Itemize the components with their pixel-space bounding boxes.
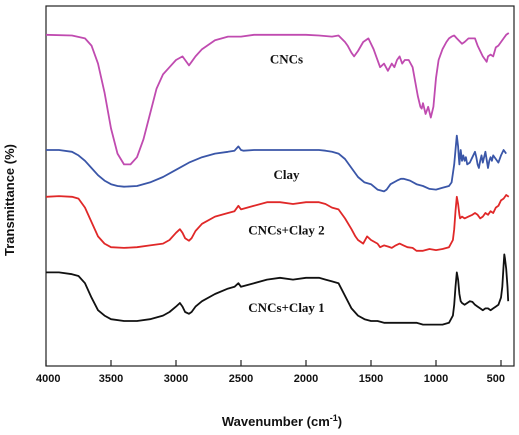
plot-frame	[45, 5, 515, 367]
x-axis-title-superscript: -1	[330, 413, 338, 423]
x-tick-label: 4000	[36, 373, 60, 385]
series-label-cncs-clay-2: CNCs+Clay 2	[248, 223, 324, 238]
x-tick-label: 2000	[294, 373, 318, 385]
series-layer	[45, 32, 510, 326]
series-line-clay	[46, 134, 507, 193]
series-label-cncs: CNCs	[270, 52, 303, 67]
series-line-cncs	[45, 32, 510, 166]
x-tick-label: 3500	[99, 373, 123, 385]
series-label-layer: CNCs Clay CNCs+Clay 2 CNCs+Clay 1	[248, 52, 324, 315]
series-line-cncs-clay-2	[45, 194, 510, 252]
x-tick-label: 1000	[424, 373, 448, 385]
x-tick-label: 2500	[229, 373, 253, 385]
x-tick-label: 500	[487, 373, 505, 385]
x-axis-title: Wavenumber (cm-1)	[222, 413, 342, 429]
x-tick-label: 1500	[359, 373, 383, 385]
series-label-clay: Clay	[274, 167, 301, 182]
series-label-cncs-clay-1: CNCs+Clay 1	[248, 300, 324, 315]
x-axis-title-close: )	[338, 414, 342, 429]
x-axis: 4000 3500 3000 2500 2000 1500 1000 500	[36, 360, 505, 385]
x-tick-label: 3000	[164, 373, 188, 385]
y-axis-title: Transmittance (%)	[2, 144, 17, 256]
series-line-cncs-clay-1	[46, 253, 510, 326]
x-axis-title-main: Wavenumber (cm	[222, 414, 330, 429]
